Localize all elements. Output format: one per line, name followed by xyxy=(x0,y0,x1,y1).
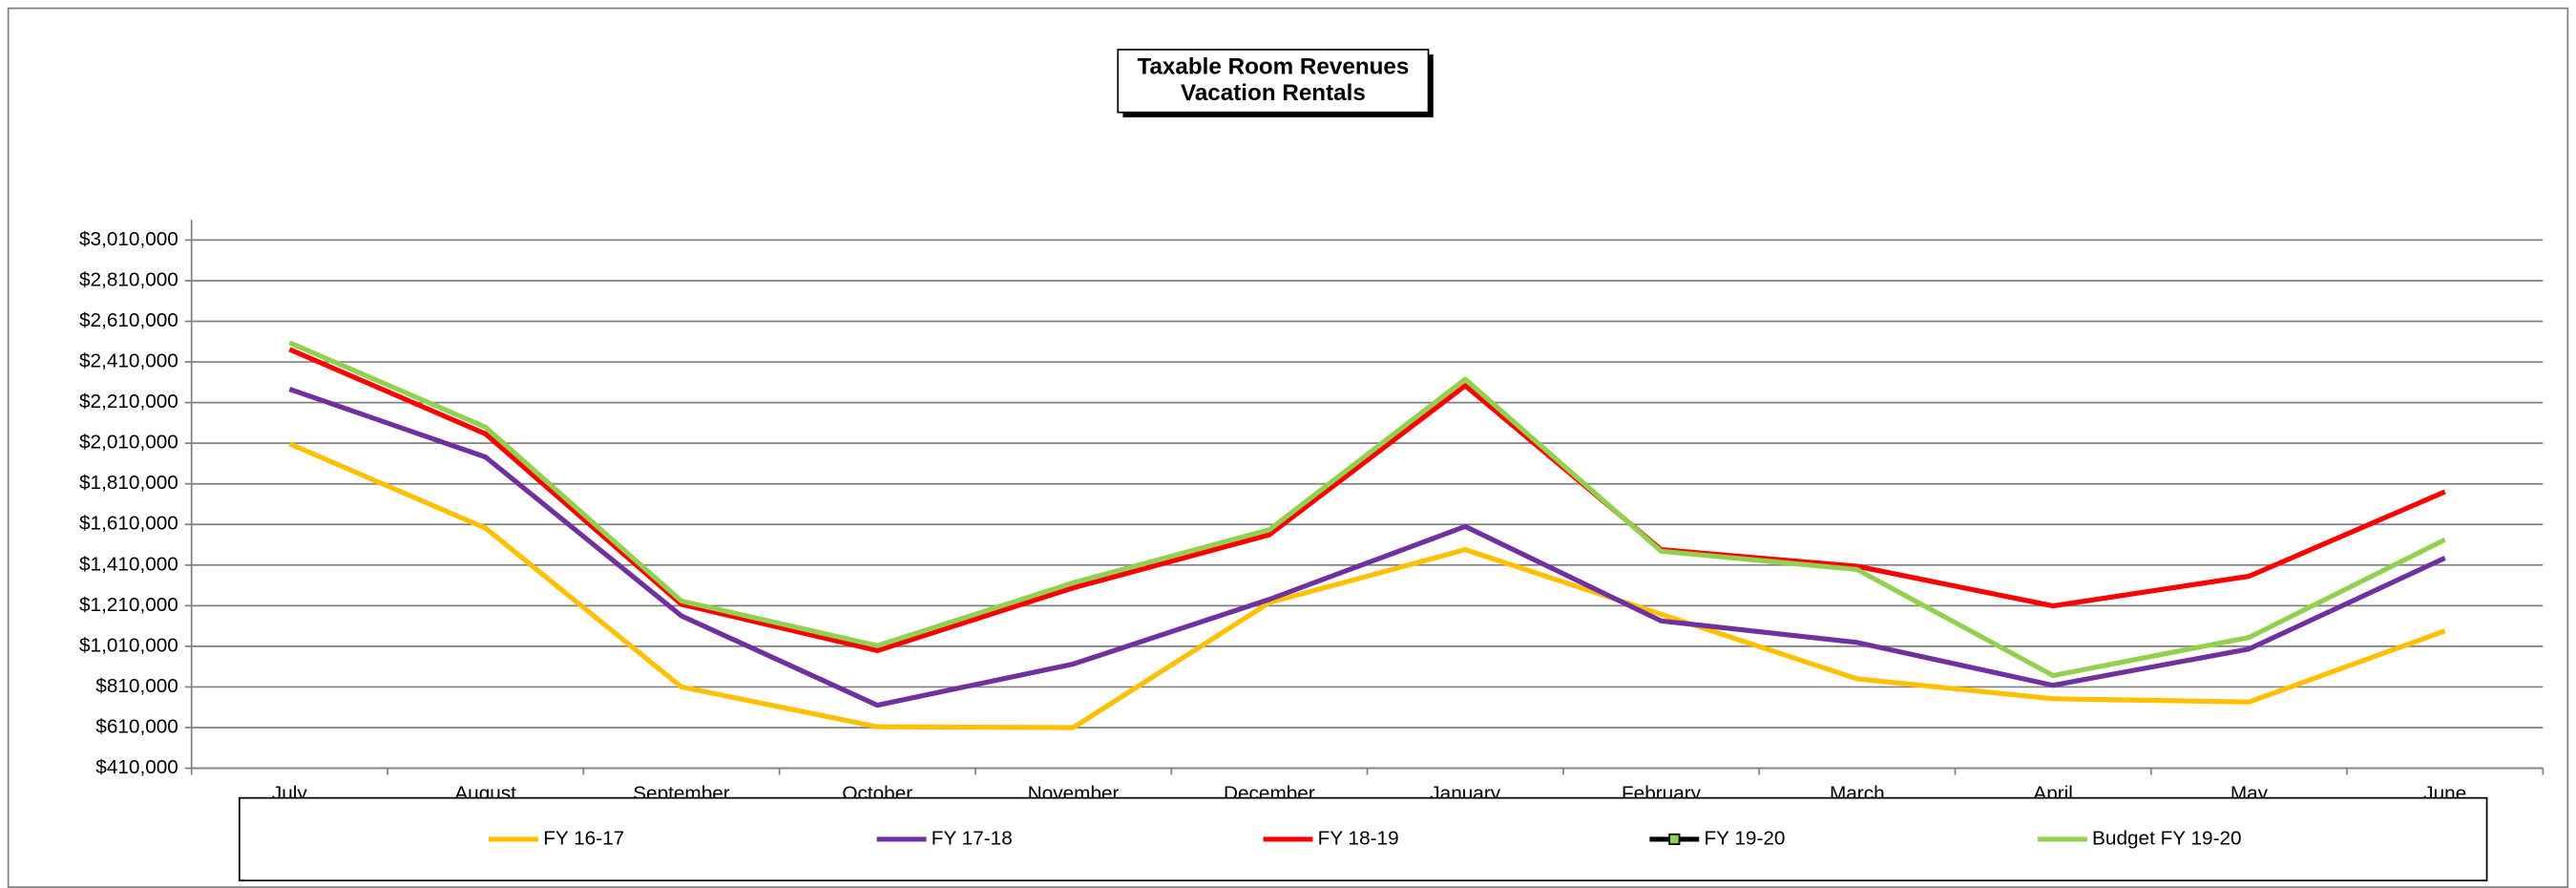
series-line xyxy=(288,441,2446,730)
legend-label: Budget FY 19-20 xyxy=(2092,827,2242,849)
y-tick-label: $1,810,000 xyxy=(79,472,178,494)
series-line xyxy=(288,387,2446,708)
y-tick-label: $3,010,000 xyxy=(79,228,178,250)
y-tick-label: $810,000 xyxy=(95,675,178,697)
legend-label: FY 18-19 xyxy=(1318,827,1399,849)
legend-label: FY 17-18 xyxy=(932,827,1013,849)
y-tick-label: $1,010,000 xyxy=(79,634,178,656)
y-tick-label: $610,000 xyxy=(95,715,178,737)
y-tick-label: $2,810,000 xyxy=(79,268,178,290)
legend: FY 16-17 FY 17-18 FY 18-19 FY 19-20 Budget F… xyxy=(489,827,2242,849)
chart-subtitle: Vacation Rentals xyxy=(1181,80,1366,106)
series-line xyxy=(288,340,2446,679)
title-box xyxy=(1117,49,1430,114)
legend-label: FY 19-20 xyxy=(1704,827,1785,849)
y-tick-label: $1,210,000 xyxy=(79,594,178,616)
legend-box xyxy=(239,796,2488,882)
y-tick-label: $2,010,000 xyxy=(79,432,178,454)
legend-label: FY 16-17 xyxy=(543,827,624,849)
y-tick-label: $1,610,000 xyxy=(79,513,178,535)
y-tick-label: $2,210,000 xyxy=(79,391,178,412)
legend-marker xyxy=(1668,833,1681,845)
chart-border xyxy=(7,7,2569,888)
y-tick-label: $1,410,000 xyxy=(79,553,178,575)
series-line xyxy=(288,347,2446,653)
chart-title: Taxable Room Revenues xyxy=(1137,53,1409,79)
y-tick-label: $410,000 xyxy=(95,756,178,778)
y-tick-label: $2,410,000 xyxy=(79,350,178,372)
y-tick-label: $2,610,000 xyxy=(79,309,178,331)
